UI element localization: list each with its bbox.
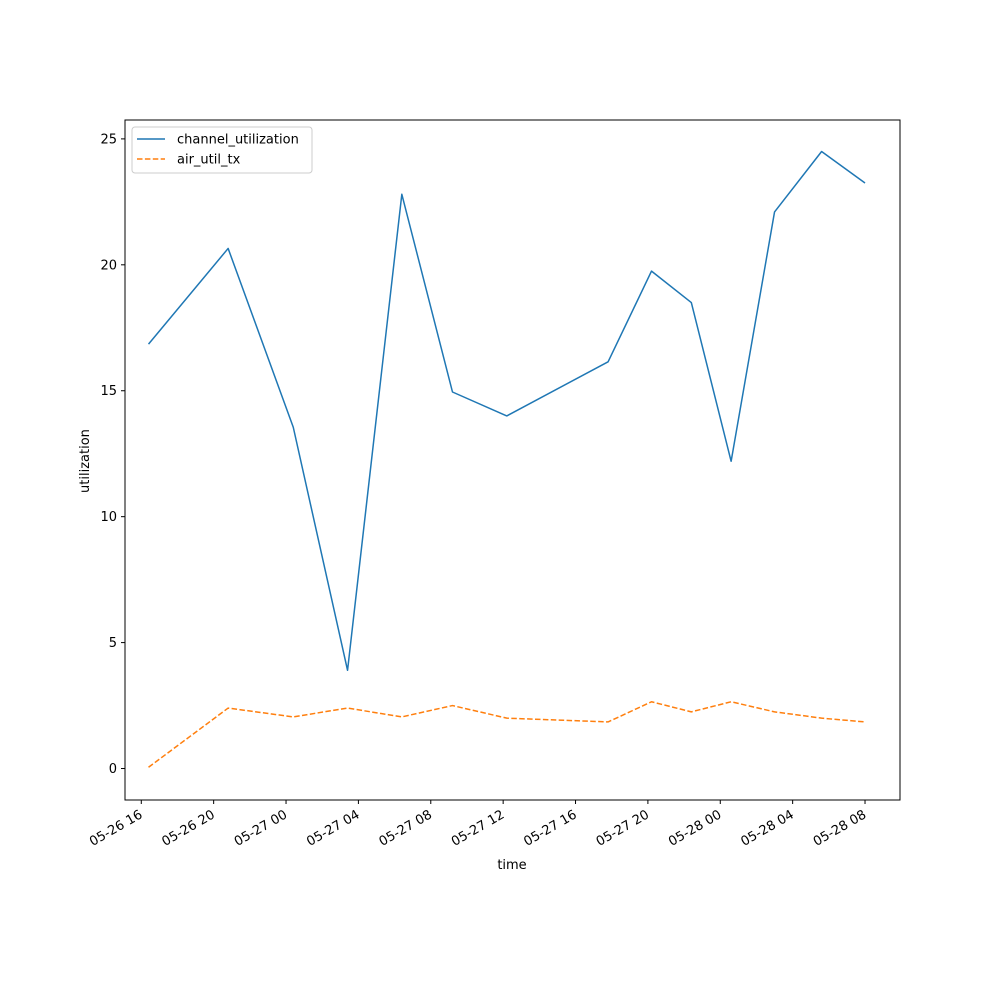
y-tick-label: 15 [100,384,117,399]
y-axis-title: utilization [78,429,93,493]
y-tick-label: 10 [100,510,117,525]
series-line-channel_utilization [147,150,866,672]
legend-label-channel_utilization: channel_utilization [177,133,299,148]
y-tick-label: 0 [109,762,117,777]
legend-box [131,126,313,174]
y-tick-label: 25 [100,132,117,147]
y-tick-label: 5 [109,636,117,651]
x-axis-title: time [497,858,526,873]
y-axis: 0 5 10 15 20 25 [100,132,125,777]
y-tick-label: 20 [100,258,117,273]
series-layer [147,150,866,768]
plot-frame [124,119,901,801]
series-line-air_util_tx [148,701,866,768]
legend-label-air_util_tx: air_util_tx [177,153,241,168]
legend: channel_utilization air_util_tx [131,126,313,174]
